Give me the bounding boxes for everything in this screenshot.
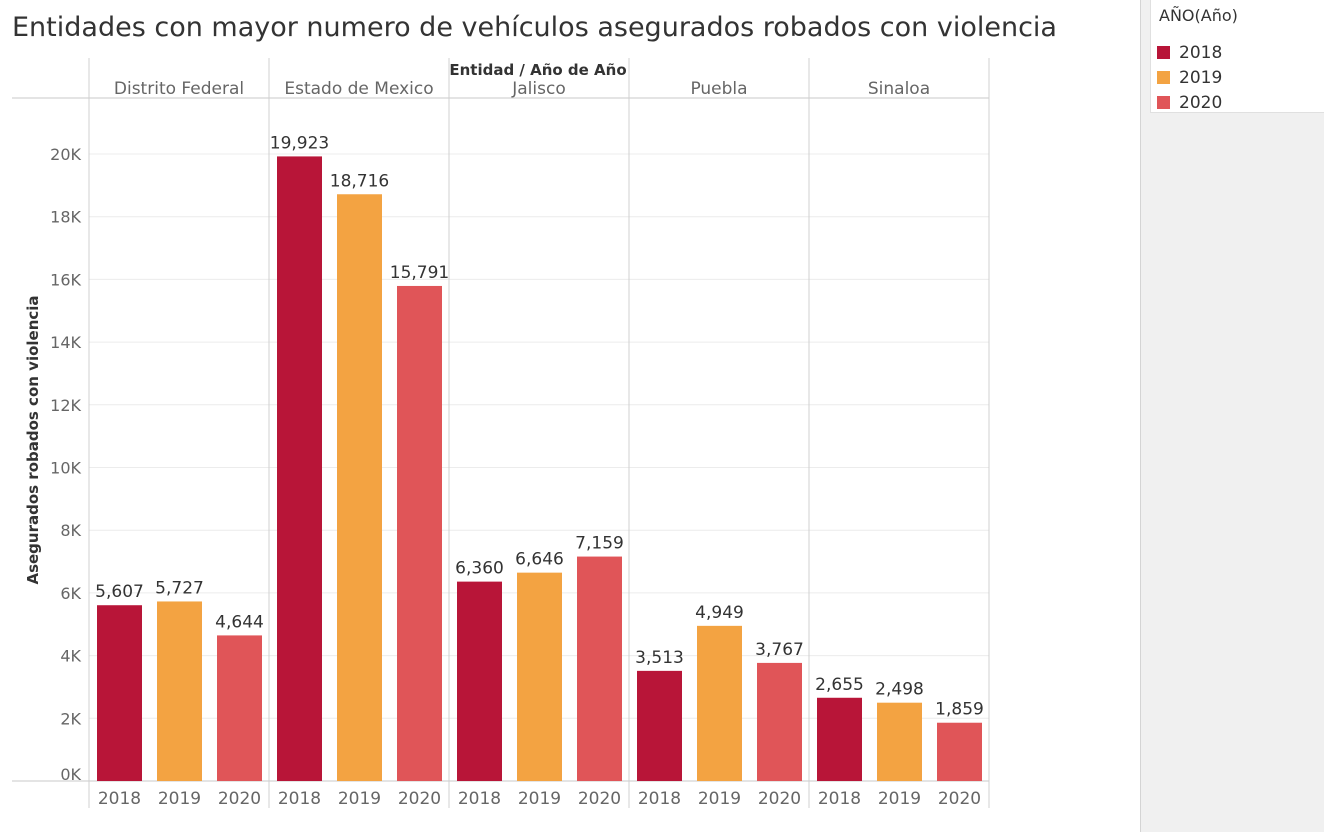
category-label: Distrito Federal [114,79,244,99]
data-label: 7,159 [575,534,624,554]
column-header-label: Entidad / Año de Año [449,61,626,79]
bar [577,556,622,781]
x-tick-label: 2019 [338,789,381,809]
x-tick-label: 2020 [218,789,261,809]
x-tick-label: 2020 [398,789,441,809]
legend-item[interactable]: 2020 [1157,90,1222,115]
x-tick-label: 2019 [518,789,561,809]
bar [637,670,682,781]
bar [277,156,322,782]
y-tick-label: 16K [50,270,81,289]
bar [817,697,862,781]
legend-swatch [1157,71,1170,84]
bar [877,702,922,781]
legend-swatch [1157,46,1170,59]
bar [157,601,202,781]
y-tick-label: 4K [60,647,81,666]
bar-chart: Entidad / Año de Año Distrito Federal Esta… [12,58,990,809]
x-tick-label: 2018 [638,789,681,809]
x-tick-label: 2018 [458,789,501,809]
y-axis-label: Asegurados robados con violencia [24,295,42,584]
y-tick-label: 2K [60,709,81,728]
x-tick-label: 2019 [158,789,201,809]
legend-items: 2018 2019 2020 [1157,40,1222,115]
category-label: Sinaloa [868,79,930,99]
data-label: 15,791 [390,263,449,283]
x-tick-label: 2018 [278,789,321,809]
y-tick-label: 10K [50,459,81,478]
data-label: 19,923 [270,133,329,153]
data-label: 3,513 [635,648,684,668]
side-panel [1140,0,1324,832]
legend-label: 2018 [1179,42,1223,63]
x-tick-label: 2019 [698,789,741,809]
data-label: 5,607 [95,582,144,602]
bar [457,581,502,781]
data-label: 6,360 [455,559,504,579]
data-label: 3,767 [755,640,804,660]
category-label: Jalisco [511,79,565,99]
data-label: 4,644 [215,612,264,632]
y-tick-label: 14K [50,333,81,352]
bar [937,722,982,781]
y-tick-label: 8K [60,521,81,540]
y-tick-label: 18K [50,208,81,227]
legend-swatch [1157,96,1170,109]
legend[interactable]: AÑO(Año) 2018 2019 2020 [1150,0,1324,113]
legend-label: 2019 [1179,67,1223,88]
x-tick-label: 2018 [818,789,861,809]
bar [757,662,802,781]
y-tick-label: 20K [50,145,81,164]
x-tick-label: 2018 [98,789,141,809]
category-label: Puebla [690,79,747,99]
data-label: 18,716 [330,171,389,191]
legend-item[interactable]: 2019 [1157,65,1222,90]
y-tick-label: 0K [60,765,81,784]
y-tick-label: 12K [50,396,81,415]
data-label: 2,655 [815,675,864,695]
bar [697,625,742,781]
legend-item[interactable]: 2018 [1157,40,1222,65]
y-tick-label: 6K [60,584,81,603]
x-tick-label: 2020 [578,789,621,809]
data-label: 6,646 [515,550,564,570]
x-tick-label: 2020 [938,789,981,809]
bar [337,194,382,781]
x-tick-label: 2019 [878,789,921,809]
category-label: Estado de Mexico [284,79,433,99]
legend-label: 2020 [1179,92,1223,113]
chart-title: Entidades con mayor numero de vehículos … [12,12,1057,43]
legend-title: AÑO(Año) [1159,6,1238,25]
bar [97,605,142,781]
bar [397,285,442,781]
data-label: 1,859 [935,700,984,720]
x-tick-label: 2020 [758,789,801,809]
data-label: 2,498 [875,680,924,700]
data-label: 5,727 [155,578,204,598]
data-label: 4,949 [695,603,744,623]
bar [517,572,562,781]
bar [217,635,262,781]
